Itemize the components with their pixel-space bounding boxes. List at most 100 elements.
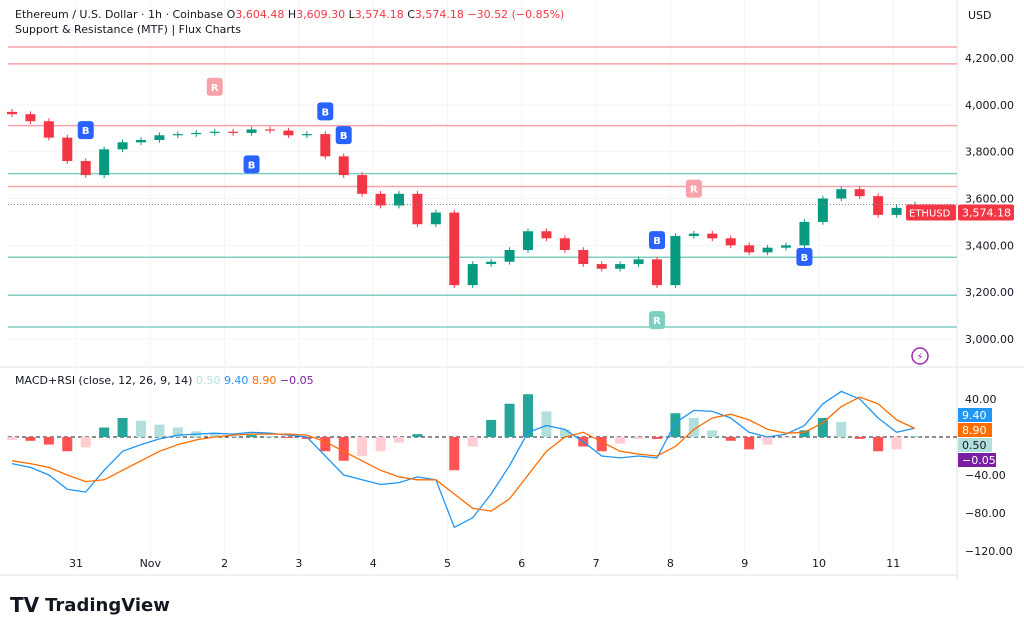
change-value: −30.52 (−0.85%)	[467, 8, 565, 21]
signal-marker-buy	[317, 102, 334, 121]
signal-marker-label: B	[653, 236, 661, 247]
symbol-title: Ethereum / U.S. Dollar · 1h · Coinbase	[15, 8, 224, 21]
price-tick-label: 4,200.00	[965, 52, 1014, 65]
macd-histogram-bar	[338, 437, 349, 461]
macd-histogram-bar	[228, 436, 239, 437]
signal-marker-res	[685, 179, 702, 198]
high-value: 3,609.30	[296, 8, 346, 21]
macd-histogram-bar	[357, 437, 368, 456]
candle-body	[762, 247, 773, 253]
candle-body	[467, 264, 478, 286]
time-tick-label: 5	[444, 557, 451, 570]
symbol-header: Ethereum / U.S. Dollar · 1h · Coinbase O…	[15, 8, 564, 21]
low-value: 3,574.18	[354, 8, 404, 21]
signal-marker-label: B	[321, 107, 329, 118]
macd-histogram-bar	[136, 420, 146, 437]
macd-histogram-bar	[172, 427, 183, 437]
price-tick-label: 3,600.00	[965, 193, 1014, 206]
high-label: H	[287, 8, 297, 21]
time-tick-label: 3	[295, 557, 302, 570]
macd-histogram-bar	[725, 437, 736, 441]
time-tick-label: 11	[886, 557, 900, 570]
candle-body	[99, 149, 110, 176]
candle-body	[652, 259, 662, 286]
macd-histogram-bar	[891, 437, 902, 450]
signal-marker-label: R	[690, 185, 698, 196]
price-tick-label: 3,200.00	[965, 286, 1014, 299]
candle-body	[523, 231, 533, 251]
price-tick-label: 3,400.00	[965, 239, 1014, 252]
currency-label[interactable]: USD	[968, 9, 992, 22]
macd-value-tag-text: 0.50	[962, 439, 987, 452]
candle-body	[136, 139, 146, 143]
tradingview-logo[interactable]: 𝗧𝗩 TradingView	[10, 593, 170, 617]
macd-histogram-bar	[467, 437, 478, 447]
candle-body	[7, 111, 17, 115]
candle-body	[873, 196, 884, 215]
time-tick-label: 10	[812, 557, 826, 570]
candle-body	[209, 131, 220, 133]
signal-marker-label: B	[82, 126, 90, 137]
signal-marker-buy	[243, 155, 260, 174]
close-value: 3,574.18	[414, 8, 464, 21]
macd-hist-value: 0.50	[195, 374, 221, 387]
candle-body	[707, 233, 718, 239]
macd-histogram-bar	[449, 437, 460, 471]
time-tick-label: 4	[370, 557, 377, 570]
candle-body	[25, 114, 36, 122]
macd-histogram-bar	[854, 437, 865, 439]
macd-histogram-bar	[209, 433, 220, 437]
macd-histogram-bar	[596, 437, 607, 452]
macd-histogram-bar	[799, 430, 810, 437]
macd-tick-label: −40.00	[965, 469, 1006, 482]
candle-body	[80, 161, 91, 176]
macd-histogram-bar	[25, 437, 36, 441]
candle-body	[891, 207, 902, 215]
macd-histogram-bar	[873, 437, 884, 452]
macd-histogram-bar	[836, 421, 847, 437]
candle-body	[154, 135, 165, 140]
indicator-label[interactable]: Support & Resistance (MTF) | Flux Charts	[15, 23, 241, 36]
candle-body	[670, 235, 681, 286]
macd-histogram-bar	[99, 427, 110, 437]
macd-value-tag	[958, 453, 996, 467]
candle-body	[246, 129, 257, 133]
symbol-tag-text: ETHUSD	[909, 209, 951, 220]
macd-histogram-bar	[7, 437, 17, 440]
macd-line	[11, 390, 916, 529]
time-tick-label: 8	[667, 557, 674, 570]
macd-value: 9.40	[223, 374, 249, 387]
signal-marker-label: R	[653, 316, 661, 327]
candle-body	[375, 193, 386, 206]
candle-body	[799, 221, 810, 246]
low-label: L	[348, 8, 355, 21]
macd-value-tag-text: −0.05	[962, 454, 996, 467]
signal-marker-label: R	[211, 83, 219, 94]
time-tick-label: 9	[741, 557, 748, 570]
signal-marker-label: B	[248, 160, 256, 171]
macd-histogram-bar	[246, 435, 257, 437]
signal-marker-buy	[77, 121, 94, 140]
macd-histogram-bar	[486, 419, 497, 437]
candle-body	[357, 175, 368, 194]
time-tick-label: 31	[69, 557, 83, 570]
signal-marker-res	[206, 77, 223, 96]
candle-body	[320, 134, 331, 157]
macd-histogram-bar	[154, 424, 165, 437]
candle-body	[338, 156, 349, 176]
open-label: O	[226, 8, 236, 21]
candle-body	[191, 132, 202, 135]
candle-body	[172, 134, 183, 136]
macd-header[interactable]: MACD+RSI (close, 12, 26, 9, 14) 0.50 9.4…	[15, 374, 314, 387]
macd-histogram-bar	[504, 403, 515, 437]
macd-value-tag-text: 8.90	[962, 424, 987, 437]
macd-title: MACD+RSI (close, 12, 26, 9, 14)	[15, 374, 193, 387]
macd-histogram-bar	[781, 437, 791, 438]
macd-histogram-bar	[43, 437, 54, 445]
candle-body	[43, 121, 54, 138]
price-tick-label: 3,000.00	[965, 333, 1014, 346]
candle-body	[394, 193, 404, 206]
macd-histogram-bar	[688, 418, 699, 437]
macd-histogram-bar	[62, 437, 73, 452]
